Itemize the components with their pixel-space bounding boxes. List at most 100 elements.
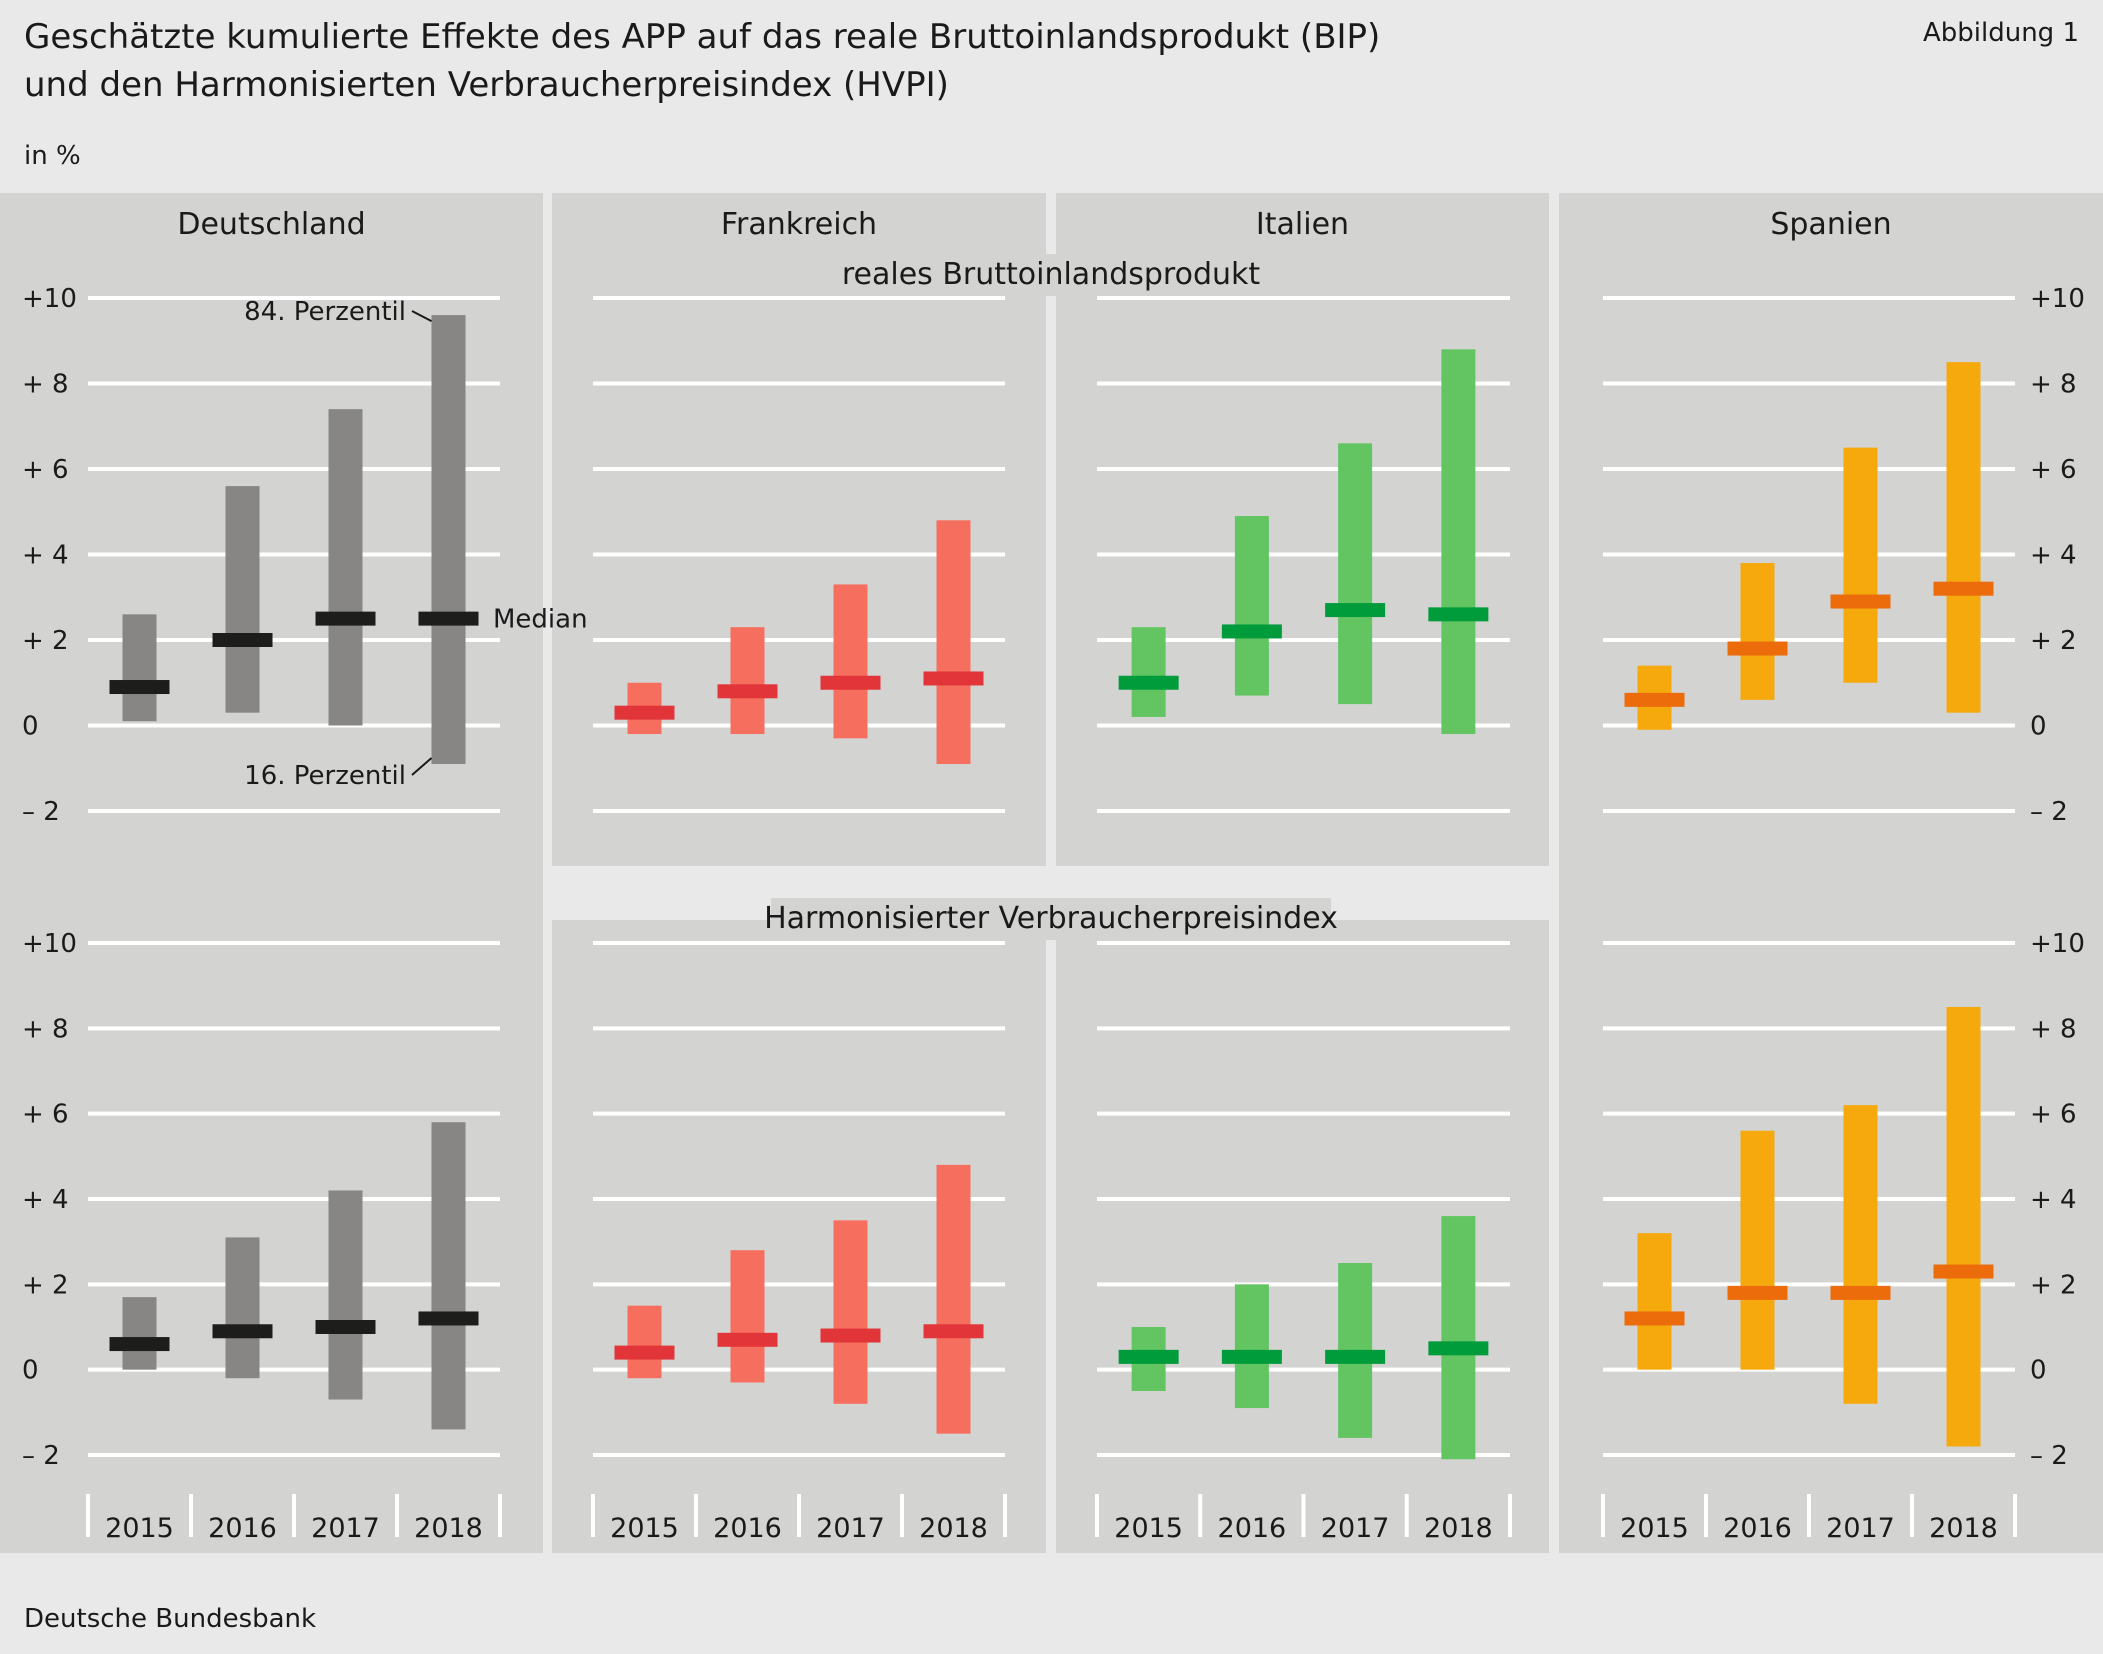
y-tick-label-left: +10: [22, 284, 77, 314]
range-bar-spanien-2016: [1740, 563, 1775, 700]
median-mark-spanien-2015: [1624, 692, 1685, 707]
range-bar-spanien-2017: [1843, 1105, 1878, 1404]
median-mark-frankreich-2018: [923, 671, 984, 686]
median-mark-frankreich-2015: [614, 705, 675, 720]
range-bar-frankreich-2018: [936, 1164, 971, 1434]
row-label-backdrop: [841, 254, 1261, 296]
median-mark-deutschland-2017: [315, 611, 376, 626]
range-bar-frankreich-2017: [833, 584, 868, 739]
median-mark-frankreich-2015: [614, 1345, 675, 1360]
median-mark-frankreich-2017: [820, 1328, 881, 1343]
range-bar-frankreich-2016: [730, 1250, 765, 1383]
y-tick-label-right: 0: [2030, 712, 2047, 742]
y-tick-label-left: – 2: [22, 797, 60, 827]
range-bar-spanien-2016: [1740, 1130, 1775, 1370]
median-mark-spanien-2016: [1727, 1285, 1788, 1300]
median-mark-deutschland-2018: [418, 1311, 479, 1326]
median-mark-italien-2015: [1118, 675, 1179, 690]
row-label-backdrop: [771, 898, 1331, 940]
median-mark-spanien-2015: [1624, 1311, 1685, 1326]
range-bar-deutschland-2018: [431, 315, 466, 764]
x-tick-label-2017: 2017: [1826, 1513, 1895, 1544]
y-tick-label-right: + 4: [2030, 541, 2077, 571]
median-mark-italien-2017: [1325, 1349, 1386, 1364]
range-bar-italien-2015: [1131, 627, 1166, 717]
median-mark-spanien-2017: [1830, 594, 1891, 609]
y-tick-label-right: + 2: [2030, 1270, 2077, 1300]
y-tick-label-left: + 2: [22, 626, 69, 656]
y-tick-label-left: + 4: [22, 1185, 69, 1215]
y-tick-label-left: +10: [22, 929, 77, 959]
median-mark-frankreich-2017: [820, 675, 881, 690]
x-tick-label-2018: 2018: [414, 1513, 483, 1544]
y-tick-label-right: + 4: [2030, 1185, 2077, 1215]
y-tick-label-left: + 6: [22, 455, 69, 485]
median-mark-spanien-2016: [1727, 641, 1788, 656]
y-tick-label-right: – 2: [2030, 1441, 2068, 1471]
panel-title-frankreich: Frankreich: [721, 207, 877, 242]
x-tick-label-2016: 2016: [713, 1513, 782, 1544]
y-tick-label-left: + 2: [22, 1270, 69, 1300]
x-tick-label-2018: 2018: [919, 1513, 988, 1544]
median-mark-frankreich-2016: [717, 1332, 778, 1347]
x-tick-label-2016: 2016: [1723, 1513, 1792, 1544]
range-bar-frankreich-2017: [833, 1220, 868, 1404]
panel-title-deutschland: Deutschland: [177, 207, 365, 242]
range-bar-italien-2018: [1441, 1216, 1476, 1460]
x-tick-label-2018: 2018: [1929, 1513, 1998, 1544]
median-mark-spanien-2018: [1933, 581, 1994, 596]
range-bar-italien-2016: [1234, 1284, 1269, 1409]
range-bar-deutschland-2015: [122, 1297, 157, 1370]
y-tick-label-left: – 2: [22, 1441, 60, 1471]
y-tick-label-right: + 8: [2030, 370, 2077, 400]
median-mark-spanien-2017: [1830, 1285, 1891, 1300]
figure-label: Abbildung 1: [1922, 18, 2079, 48]
y-tick-label-left: 0: [22, 1356, 39, 1386]
panel-title-italien: Italien: [1256, 207, 1349, 242]
median-mark-italien-2016: [1221, 624, 1282, 639]
y-tick-label-right: 0: [2030, 1356, 2047, 1386]
x-tick-label-2015: 2015: [1114, 1513, 1183, 1544]
x-tick-label-2015: 2015: [610, 1513, 679, 1544]
range-bar-deutschland-2015: [122, 614, 157, 722]
panel-title-spanien: Spanien: [1770, 207, 1891, 242]
median-mark-deutschland-2016: [212, 633, 273, 647]
y-tick-label-right: + 2: [2030, 626, 2077, 656]
annotation-leader-16: [411, 757, 433, 776]
x-tick-label-2015: 2015: [1620, 1513, 1689, 1544]
y-tick-label-left: 0: [22, 712, 39, 742]
y-tick-label-right: +10: [2030, 929, 2085, 959]
x-tick-label-2015: 2015: [105, 1513, 174, 1544]
row-label: reales Bruttoinlandsprodukt: [842, 257, 1261, 292]
median-mark-deutschland-2016: [212, 1324, 273, 1339]
range-bar-deutschland-2016: [225, 486, 260, 713]
x-tick-label-2018: 2018: [1424, 1513, 1493, 1544]
range-bar-deutschland-2017: [328, 409, 363, 726]
annotation-median: Median: [493, 605, 588, 635]
source-note: Deutsche Bundesbank: [24, 1604, 317, 1634]
median-mark-frankreich-2016: [717, 684, 778, 699]
range-bar-spanien-2018: [1946, 362, 1981, 713]
y-tick-label-left: + 6: [22, 1100, 69, 1130]
y-tick-label-left: + 8: [22, 1014, 69, 1044]
range-bar-frankreich-2015: [627, 1305, 662, 1379]
annotation-84-percentile: 84. Perzentil: [244, 297, 406, 327]
median-mark-italien-2017: [1325, 603, 1386, 618]
range-bar-deutschland-2017: [328, 1190, 363, 1400]
median-mark-deutschland-2018: [418, 611, 479, 626]
y-tick-label-right: – 2: [2030, 797, 2068, 827]
x-tick-label-2017: 2017: [311, 1513, 380, 1544]
median-mark-deutschland-2017: [315, 1320, 376, 1334]
range-bar-spanien-2018: [1946, 1007, 1981, 1447]
median-mark-frankreich-2018: [923, 1324, 984, 1339]
y-tick-label-right: + 6: [2030, 455, 2077, 485]
range-bar-italien-2018: [1441, 349, 1476, 735]
x-tick-label-2017: 2017: [1321, 1513, 1390, 1544]
median-mark-deutschland-2015: [109, 680, 170, 695]
range-bar-frankreich-2018: [936, 520, 971, 764]
annotation-leader-84: [411, 310, 432, 322]
range-bar-deutschland-2018: [431, 1122, 466, 1430]
range-bar-italien-2016: [1234, 516, 1269, 696]
x-tick-label-2016: 2016: [1218, 1513, 1287, 1544]
